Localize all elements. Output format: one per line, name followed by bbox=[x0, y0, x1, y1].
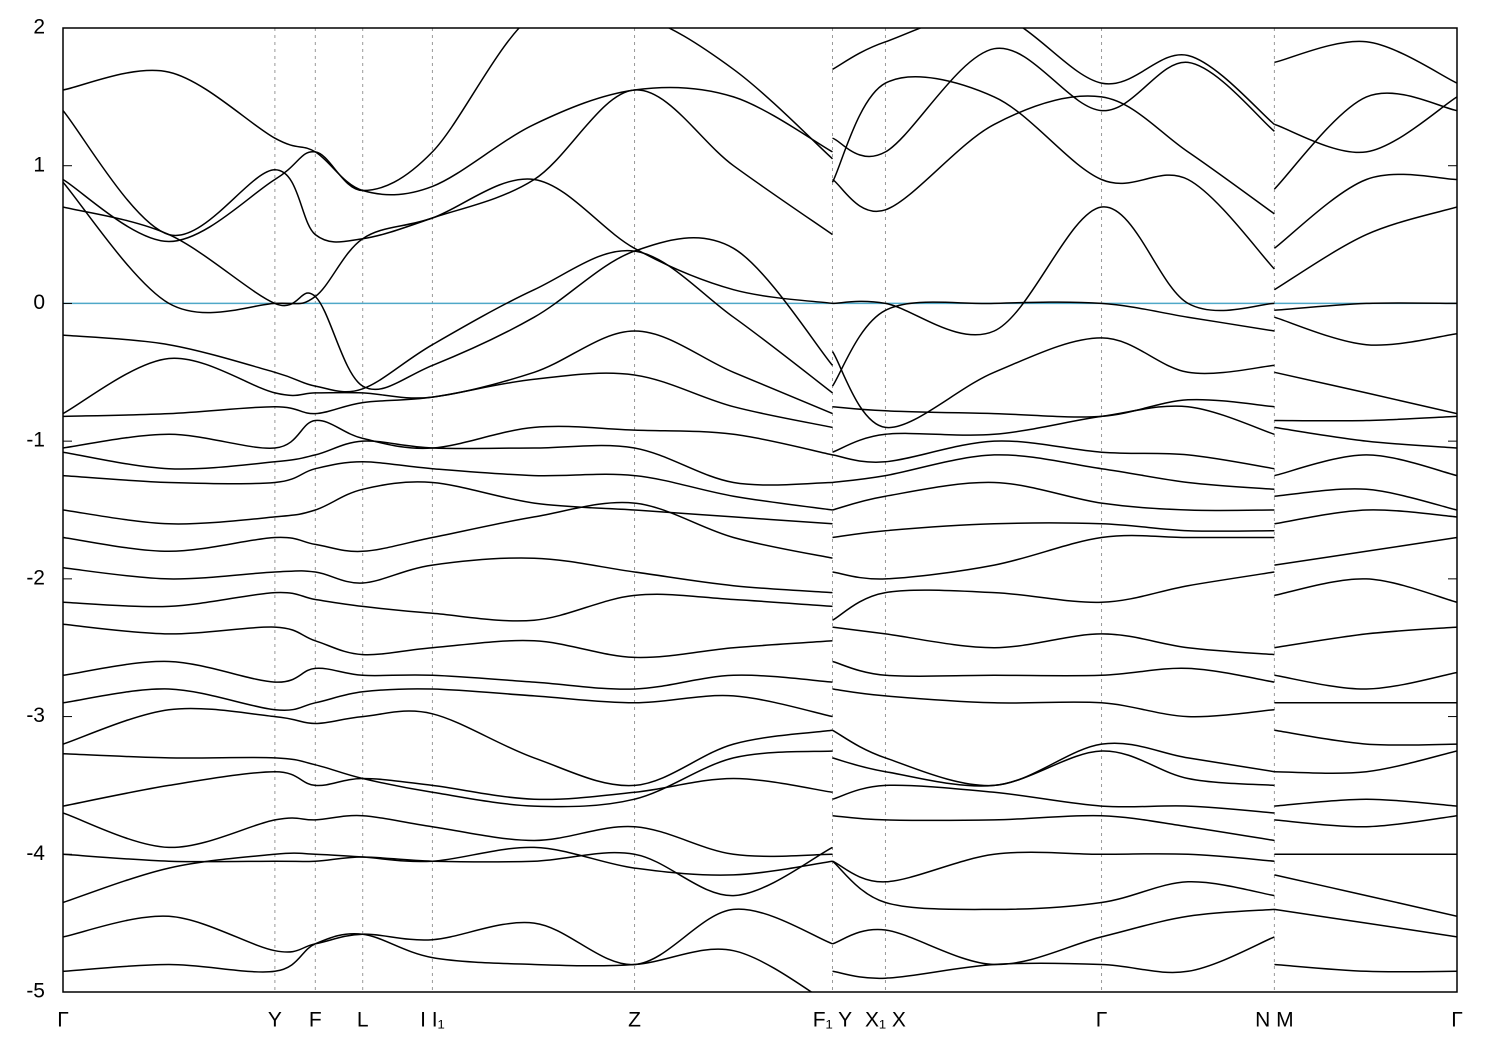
band-line bbox=[63, 89, 1457, 243]
x-tick-label: Γ bbox=[1096, 1009, 1108, 1032]
y-tick-label: -5 bbox=[26, 980, 45, 1003]
band-line bbox=[63, 812, 1457, 858]
x-tick-label: Z bbox=[628, 1009, 641, 1032]
x-tick-label: Γ bbox=[1451, 1009, 1463, 1032]
band-line bbox=[63, 249, 1457, 394]
band-line bbox=[63, 481, 1457, 525]
band-line bbox=[63, 371, 1457, 429]
band-line bbox=[63, 688, 1457, 718]
band-line bbox=[63, 932, 1457, 992]
x-tick-label: X₁ X bbox=[865, 1009, 906, 1032]
x-tick-label: F₁ Y bbox=[813, 1009, 852, 1032]
band-line bbox=[63, 28, 1457, 196]
x-tick-label: Y bbox=[268, 1009, 282, 1032]
band-line bbox=[63, 623, 1457, 659]
y-tick-label: -1 bbox=[26, 429, 45, 452]
band-line bbox=[63, 454, 1457, 511]
x-tick-label: Γ bbox=[57, 1009, 69, 1032]
bands bbox=[63, 28, 1457, 992]
band-line bbox=[63, 846, 1457, 918]
band-line bbox=[63, 405, 1457, 456]
band-line bbox=[63, 660, 1457, 690]
x-tick-label: F bbox=[309, 1009, 322, 1032]
band-line bbox=[63, 534, 1457, 594]
band-line bbox=[63, 908, 1457, 966]
labels: -5 -4 -3 -2 -1 0 1 2 Γ Y F L I I₁ Z F₁ Y X₁ X Γ N M Γ bbox=[26, 16, 1462, 1032]
y-tick-label: -2 bbox=[26, 566, 45, 589]
x-tick-label: N M bbox=[1255, 1009, 1294, 1032]
band-line bbox=[63, 28, 1457, 243]
x-tick-label: L bbox=[357, 1009, 369, 1032]
band-line bbox=[63, 571, 1457, 622]
y-tick-label: 0 bbox=[33, 291, 45, 314]
y-tick-label: 2 bbox=[33, 16, 45, 39]
band-line bbox=[63, 206, 1457, 391]
band-line bbox=[63, 426, 1457, 486]
band-line bbox=[63, 501, 1457, 559]
band-line bbox=[63, 316, 1457, 429]
y-tick-label: -4 bbox=[26, 842, 45, 865]
band-line bbox=[63, 76, 1457, 314]
band-line bbox=[63, 846, 1457, 897]
x-tick-label: I I₁ bbox=[420, 1009, 445, 1032]
band-line bbox=[63, 770, 1457, 814]
y-tick-label: -3 bbox=[26, 704, 45, 727]
band-line bbox=[63, 750, 1457, 808]
band-line bbox=[63, 707, 1457, 787]
plot-frame bbox=[62, 27, 1458, 993]
y-tick-label: 1 bbox=[33, 153, 45, 176]
